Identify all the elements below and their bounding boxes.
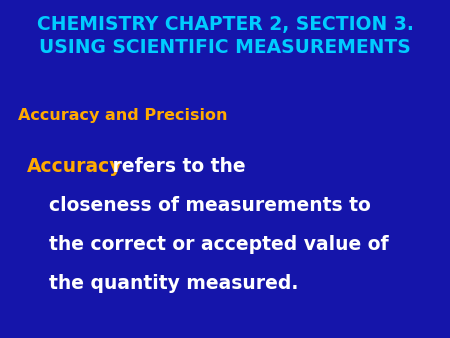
Text: the correct or accepted value of: the correct or accepted value of	[36, 235, 389, 254]
Text: Accuracy and Precision: Accuracy and Precision	[18, 108, 228, 123]
Text: refers to the: refers to the	[106, 157, 245, 176]
Text: Accuracy: Accuracy	[27, 157, 122, 176]
Text: the quantity measured.: the quantity measured.	[36, 274, 298, 293]
Text: CHEMISTRY CHAPTER 2, SECTION 3.
USING SCIENTIFIC MEASUREMENTS: CHEMISTRY CHAPTER 2, SECTION 3. USING SC…	[36, 15, 414, 57]
Text: closeness of measurements to: closeness of measurements to	[36, 196, 371, 215]
